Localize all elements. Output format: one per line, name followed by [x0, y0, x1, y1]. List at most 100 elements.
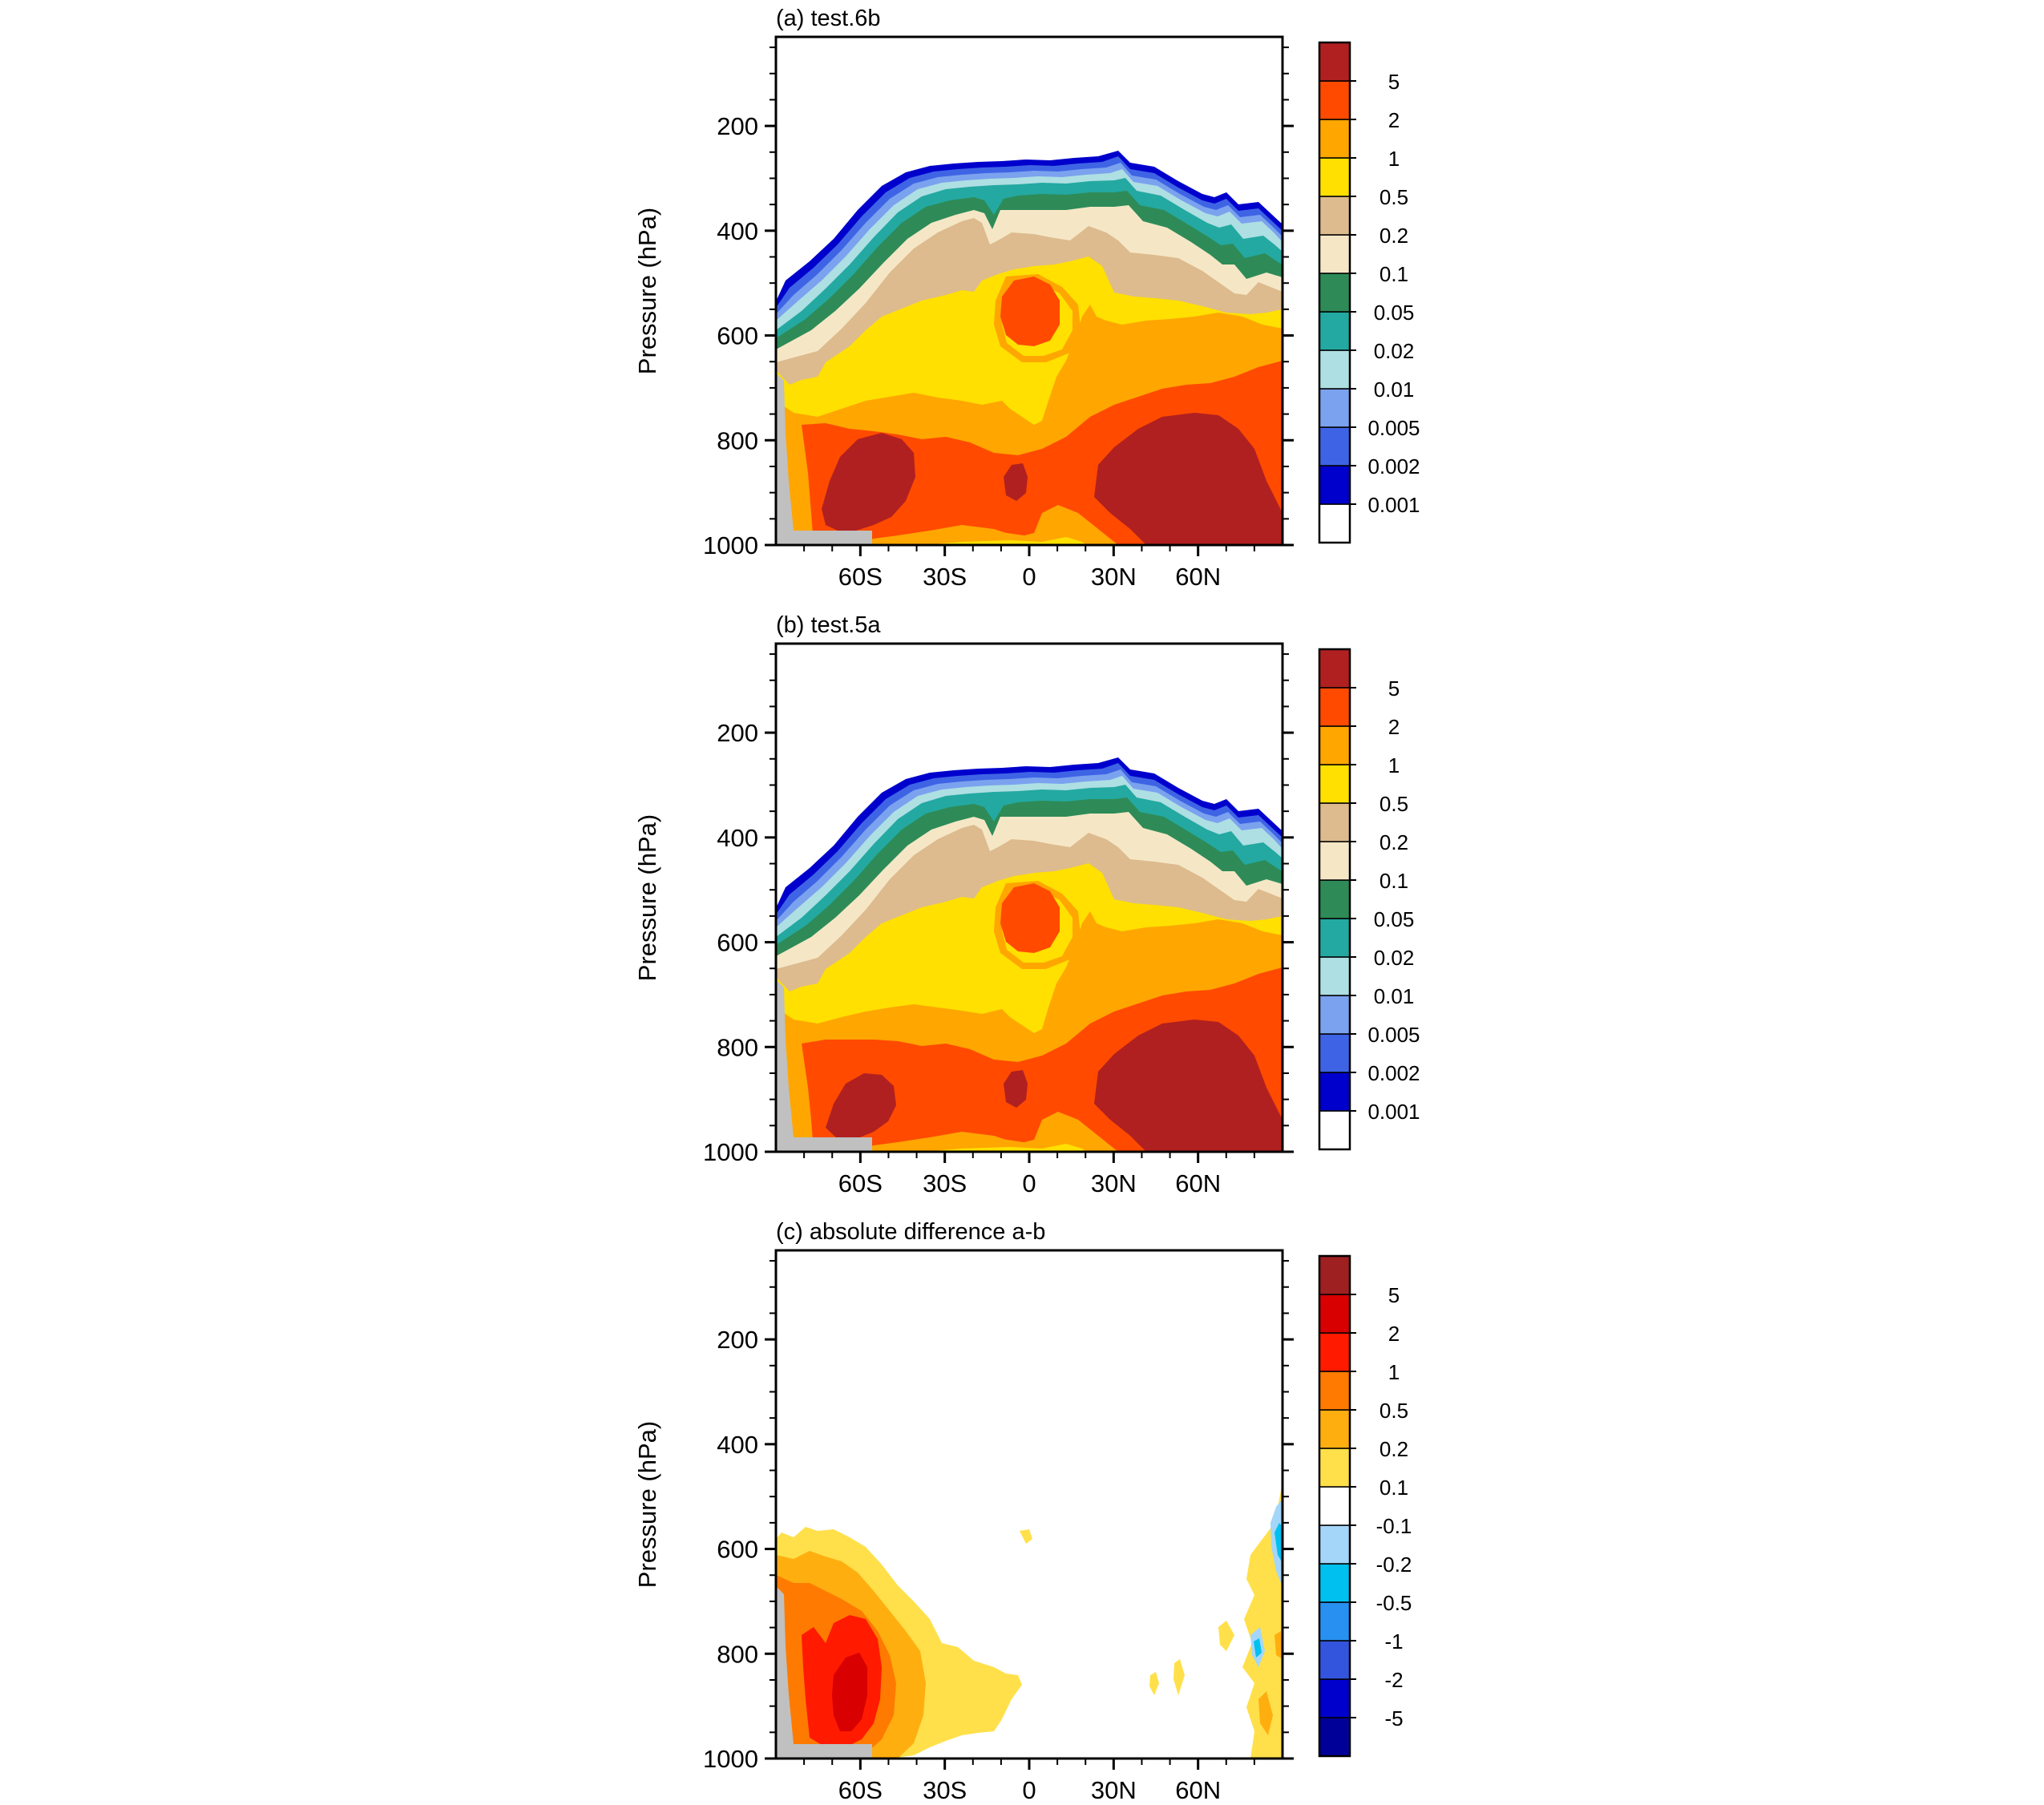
- colorbar-swatch: [1319, 1563, 1351, 1603]
- panel-c-yaxis: 200 400 600 800 1000: [703, 1260, 1294, 1773]
- colorbar-label: -1: [1384, 1629, 1403, 1654]
- x-tick-label: 30S: [923, 1776, 967, 1804]
- colorbar-swatch: [1319, 1717, 1351, 1757]
- colorbar-swatch: [1319, 1640, 1351, 1680]
- colorbar-swatch: [1319, 80, 1351, 120]
- colorbar-label: 0.01: [1374, 984, 1415, 1008]
- colorbar-swatch: [1319, 1332, 1351, 1372]
- colorbar-swatch: [1319, 1072, 1351, 1112]
- x-tick-label: 60S: [838, 1776, 883, 1804]
- y-tick-label: 200: [717, 112, 758, 140]
- diff-0.2-north: [1258, 1631, 1283, 1735]
- contour-2: [1000, 883, 1060, 953]
- colorbar-swatch: [1319, 1110, 1351, 1150]
- land-mask: [776, 373, 872, 545]
- panel-b-xaxis: 60S 30S 0 30N 60N: [803, 1152, 1255, 1197]
- colorbar-label: 0.2: [1379, 830, 1408, 854]
- colorbar-c: 5 2 1 0.5 0.2 0.1 -0.1 -0.2 -0.5 -1 -2 -5: [1318, 1254, 1412, 1758]
- x-tick-label: 30N: [1091, 1169, 1137, 1197]
- y-tick-label: 1000: [703, 1745, 758, 1773]
- colorbar-swatch: [1319, 1255, 1351, 1295]
- contour-0.5-floor: [922, 537, 1086, 545]
- colorbar-label: 1: [1388, 753, 1400, 777]
- panel-a-ylabel: Pressure (hPa): [633, 208, 661, 374]
- colorbar-label: 1: [1388, 1360, 1400, 1384]
- colorbar-label: 0.2: [1379, 224, 1408, 248]
- diff-neg-0.2: [1254, 1523, 1283, 1658]
- x-tick-label: 30N: [1091, 1776, 1137, 1804]
- colorbar-label: 0.5: [1379, 185, 1408, 209]
- colorbar-a: 5 2 1 0.5 0.2 0.1 0.05 0.02 0.01 0.005 0.002 0.001: [1318, 41, 1420, 544]
- colorbar-swatch: [1319, 1678, 1351, 1718]
- colorbar-label: 0.002: [1367, 454, 1420, 479]
- panel-c: (c) absolute difference a-b 200 400 600 800…: [633, 1219, 1294, 1804]
- diff-0.1-patch: [1173, 1659, 1185, 1695]
- diff-2: [832, 1653, 867, 1731]
- x-tick-label: 0: [1022, 1169, 1036, 1197]
- colorbar-label: 0.05: [1374, 907, 1415, 931]
- colorbar-swatch: [1319, 1409, 1351, 1449]
- colorbar-label: 0.005: [1367, 416, 1420, 440]
- colorbar-swatch: [1319, 687, 1351, 727]
- colorbar-label: 0.5: [1379, 1399, 1408, 1423]
- y-tick-label: 1000: [703, 1138, 758, 1166]
- x-tick-label: 30S: [923, 1169, 967, 1197]
- colorbar-swatch: [1319, 1371, 1351, 1411]
- colorbar-label: -2: [1384, 1668, 1403, 1692]
- panel-c-xaxis: 60S 30S 0 30N 60N: [803, 1759, 1255, 1804]
- y-tick-label: 400: [717, 1431, 758, 1459]
- colorbar-swatch: [1319, 1033, 1351, 1073]
- y-tick-label: 400: [717, 824, 758, 852]
- contour-5-south: [822, 433, 915, 531]
- colorbar-label: 0.1: [1379, 1476, 1408, 1500]
- colorbar-swatch: [1319, 764, 1351, 804]
- colorbar-frame: [1318, 41, 1351, 544]
- colorbar-label: 0.2: [1379, 1437, 1408, 1461]
- x-tick-label: 60N: [1175, 563, 1221, 591]
- colorbar-swatch: [1319, 802, 1351, 842]
- diff-0.1-patch: [1218, 1621, 1234, 1651]
- colorbar-swatch: [1319, 725, 1351, 765]
- panel-b-title: (b) test.5a: [776, 612, 881, 638]
- panel-b-field: [776, 644, 1283, 1152]
- land-mask: [776, 1586, 872, 1759]
- y-tick-label: 400: [717, 217, 758, 245]
- colorbar-swatch: [1319, 157, 1351, 197]
- colorbar-frame: [1318, 1254, 1351, 1758]
- diff-0.1-patch: [1149, 1672, 1159, 1695]
- y-tick-label: 200: [717, 719, 758, 747]
- panel-b-yaxis: 200 400 600 800 1000: [703, 653, 1294, 1166]
- contour-5-eq: [1004, 1070, 1028, 1108]
- colorbar-swatch: [1319, 1294, 1351, 1334]
- panel-a-yaxis: 200 400 600 800 1000: [703, 46, 1294, 559]
- x-tick-label: 30N: [1091, 563, 1137, 591]
- y-tick-label: 800: [717, 1033, 758, 1061]
- colorbar-b: 5 2 1 0.5 0.2 0.1 0.05 0.02 0.01 0.005 0.002 0.001: [1318, 648, 1420, 1151]
- colorbar-label: 0.1: [1379, 262, 1408, 286]
- colorbar-swatch: [1319, 465, 1351, 505]
- panel-a-title: (a) test.6b: [776, 6, 881, 31]
- colorbar-label: 0.005: [1367, 1023, 1420, 1047]
- x-tick-label: 0: [1022, 563, 1036, 591]
- panel-a-field: [776, 37, 1283, 545]
- colorbar-swatch: [1319, 42, 1351, 82]
- contour-5-north: [1094, 413, 1283, 545]
- colorbar-swatch: [1319, 1601, 1351, 1641]
- x-tick-label: 30S: [923, 563, 967, 591]
- y-tick-label: 200: [717, 1326, 758, 1354]
- contour-1-floor: [882, 1136, 1098, 1152]
- colorbar-swatch: [1319, 648, 1351, 688]
- colorbar-swatch: [1319, 426, 1351, 466]
- colorbar-label: 0.01: [1374, 378, 1415, 402]
- x-tick-label: 60S: [838, 563, 883, 591]
- colorbar-swatch: [1319, 1486, 1351, 1526]
- x-tick-label: 0: [1022, 1776, 1036, 1804]
- contour-0.5-floor: [922, 1144, 1086, 1152]
- colorbar-label: 0.05: [1374, 301, 1415, 325]
- colorbar-label: -0.1: [1376, 1514, 1412, 1538]
- colorbar-swatch: [1319, 879, 1351, 919]
- colorbar-label: 2: [1388, 1322, 1400, 1346]
